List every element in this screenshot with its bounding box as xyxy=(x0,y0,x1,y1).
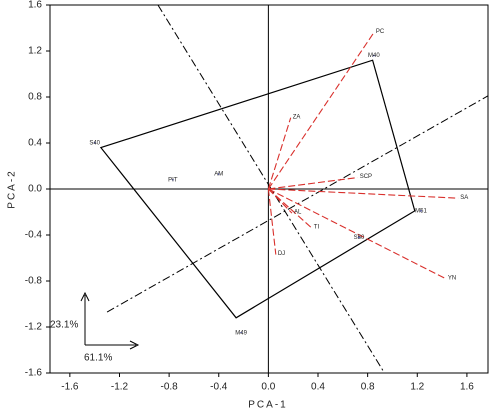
vector xyxy=(267,188,293,214)
point xyxy=(240,331,242,334)
x-tick-label: 0.0 xyxy=(261,382,275,393)
x-tick-label: -0.8 xyxy=(160,382,178,393)
point xyxy=(172,179,174,181)
annotation: 23.1% xyxy=(50,320,78,331)
vector-label: DJ xyxy=(278,251,285,257)
vector-label: AL xyxy=(294,210,302,216)
x-tick-label: 0.4 xyxy=(311,382,325,393)
vector-label: SCP xyxy=(360,174,372,180)
x-tick-label: 1.6 xyxy=(460,382,474,393)
y-tick-label: 0.8 xyxy=(28,92,42,103)
x-tick-label: -1.6 xyxy=(61,382,79,393)
point-label: S50 xyxy=(354,235,365,241)
annotation-arrowhead xyxy=(80,291,90,302)
x-tick-label: 1.2 xyxy=(410,382,424,393)
x-tick-label: 0.8 xyxy=(361,382,375,393)
polygon xyxy=(99,59,416,319)
vector-label: ZA xyxy=(293,114,301,120)
y-tick-label: 0.4 xyxy=(28,138,42,149)
vector xyxy=(268,176,358,190)
point-label: M49 xyxy=(235,330,247,336)
point-label: AM xyxy=(214,172,223,178)
vector xyxy=(268,188,447,280)
vector-label: YN xyxy=(448,275,456,281)
y-tick-label: -0.4 xyxy=(25,230,43,241)
vector-label: SA xyxy=(460,195,468,201)
vector xyxy=(267,188,277,255)
y-tick-label: 1.6 xyxy=(28,0,42,11)
point xyxy=(373,54,375,57)
vector xyxy=(268,188,459,199)
point xyxy=(217,173,220,175)
vector xyxy=(267,32,375,190)
point xyxy=(93,142,96,144)
vector-label: PC xyxy=(376,29,385,35)
x-tick-label: -1.2 xyxy=(111,382,129,393)
y-tick-label: -0.8 xyxy=(25,276,43,287)
point xyxy=(420,210,422,212)
y-axis-title: PCA-2 xyxy=(7,169,18,208)
y-tick-label: 1.2 xyxy=(28,46,42,57)
annotation-arrowhead xyxy=(129,340,140,350)
point-label: PIT xyxy=(168,177,178,183)
point-label: S40 xyxy=(89,141,100,147)
annotation: 61.1% xyxy=(84,353,112,364)
x-axis-title: PCA-1 xyxy=(248,400,287,411)
vector xyxy=(267,117,292,190)
point-label: M40 xyxy=(368,53,380,59)
y-tick-label: -1.2 xyxy=(25,322,43,333)
y-tick-label: -1.6 xyxy=(25,368,43,379)
x-tick-label: -0.4 xyxy=(210,382,228,393)
y-tick-label: 0.0 xyxy=(28,184,42,195)
vector-label: TI xyxy=(314,225,320,231)
point xyxy=(358,236,360,239)
point-label: M51 xyxy=(415,208,427,214)
